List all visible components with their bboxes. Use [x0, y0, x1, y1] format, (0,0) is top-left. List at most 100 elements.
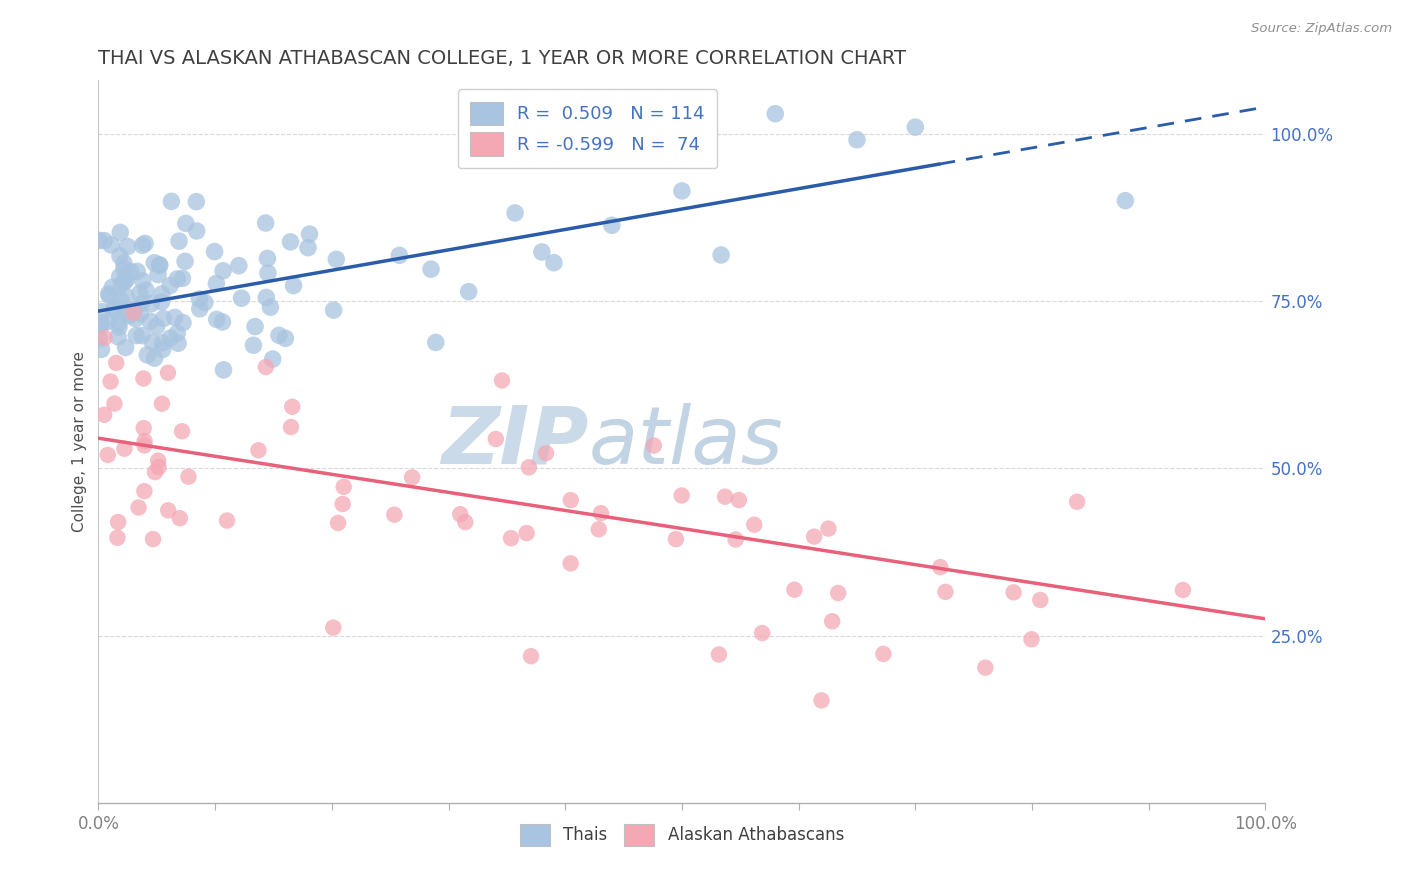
Point: [98, 289, 121, 303]
Point: [101, 280, 124, 294]
Point: [751, 626, 773, 640]
Point: [420, 262, 443, 277]
Point: [114, 341, 136, 355]
Point: [872, 647, 894, 661]
Point: [325, 252, 347, 267]
Point: [322, 303, 344, 318]
Point: [742, 517, 765, 532]
Point: [1114, 194, 1136, 208]
Point: [1171, 582, 1194, 597]
Point: [827, 586, 849, 600]
Point: [247, 443, 270, 458]
Point: [274, 331, 297, 345]
Point: [112, 256, 135, 270]
Point: [211, 315, 233, 329]
Point: [174, 216, 197, 230]
Point: [117, 239, 139, 253]
Point: [491, 374, 513, 388]
Point: [728, 493, 751, 508]
Point: [1021, 632, 1043, 647]
Point: [172, 316, 194, 330]
Point: [503, 206, 526, 220]
Point: [128, 286, 150, 301]
Point: [143, 256, 166, 270]
Point: [560, 493, 582, 508]
Point: [821, 615, 844, 629]
Point: [129, 307, 152, 321]
Point: [499, 531, 522, 545]
Point: [242, 338, 264, 352]
Point: [810, 693, 832, 707]
Point: [243, 319, 266, 334]
Point: [974, 661, 997, 675]
Point: [665, 532, 688, 546]
Text: THAI VS ALASKAN ATHABASCAN COLLEGE, 1 YEAR OR MORE CORRELATION CHART: THAI VS ALASKAN ATHABASCAN COLLEGE, 1 YE…: [98, 48, 907, 68]
Point: [485, 432, 508, 446]
Point: [516, 526, 538, 541]
Point: [146, 268, 169, 282]
Point: [517, 460, 540, 475]
Point: [783, 582, 806, 597]
Point: [107, 330, 129, 344]
Point: [707, 648, 730, 662]
Point: [256, 252, 278, 266]
Point: [174, 254, 197, 268]
Point: [530, 244, 553, 259]
Point: [139, 314, 162, 328]
Point: [134, 438, 156, 452]
Point: [145, 319, 167, 334]
Point: [122, 303, 145, 318]
Point: [135, 283, 157, 297]
Point: [131, 328, 153, 343]
Point: [131, 238, 153, 252]
Point: [186, 194, 208, 209]
Point: [97, 314, 120, 328]
Point: [108, 269, 131, 284]
Point: [125, 311, 148, 326]
Point: [254, 359, 277, 374]
Point: [588, 522, 610, 536]
Point: [152, 343, 174, 357]
Point: [97, 448, 120, 462]
Point: [169, 511, 191, 525]
Point: [134, 434, 156, 449]
Point: [281, 400, 304, 414]
Point: [122, 306, 145, 320]
Point: [156, 366, 179, 380]
Point: [326, 516, 349, 530]
Point: [157, 503, 180, 517]
Point: [159, 278, 181, 293]
Point: [520, 649, 543, 664]
Point: [454, 515, 477, 529]
Point: [129, 297, 152, 311]
Legend: Thais, Alaskan Athabascans: Thais, Alaskan Athabascans: [513, 818, 851, 852]
Point: [283, 278, 305, 293]
Text: ZIP: ZIP: [441, 402, 589, 481]
Point: [163, 310, 186, 325]
Point: [228, 259, 250, 273]
Point: [115, 273, 138, 287]
Point: [600, 219, 623, 233]
Point: [205, 312, 228, 326]
Point: [90, 343, 112, 357]
Point: [103, 303, 125, 318]
Point: [160, 194, 183, 209]
Point: [643, 439, 665, 453]
Point: [714, 490, 737, 504]
Point: [97, 287, 120, 301]
Point: [103, 301, 125, 315]
Point: [143, 351, 166, 365]
Point: [93, 331, 115, 345]
Point: [212, 363, 235, 377]
Point: [449, 507, 471, 521]
Point: [108, 320, 131, 334]
Point: [148, 460, 170, 475]
Point: [150, 287, 173, 301]
Point: [141, 335, 163, 350]
Point: [110, 226, 132, 240]
Point: [143, 465, 166, 479]
Point: [93, 408, 115, 422]
Point: [128, 500, 150, 515]
Point: [188, 292, 211, 306]
Point: [904, 120, 927, 135]
